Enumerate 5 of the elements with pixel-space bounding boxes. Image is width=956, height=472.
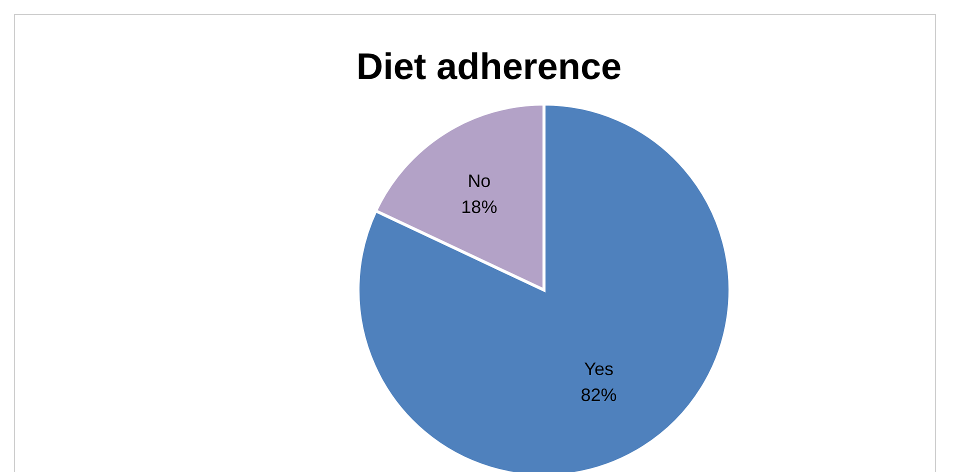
slice-label: No [468, 170, 491, 191]
slice-label: Yes [584, 359, 614, 380]
chart-title: Diet adherence [356, 46, 622, 87]
data-label: 82% [580, 385, 617, 406]
data-label: 18% [461, 196, 498, 217]
